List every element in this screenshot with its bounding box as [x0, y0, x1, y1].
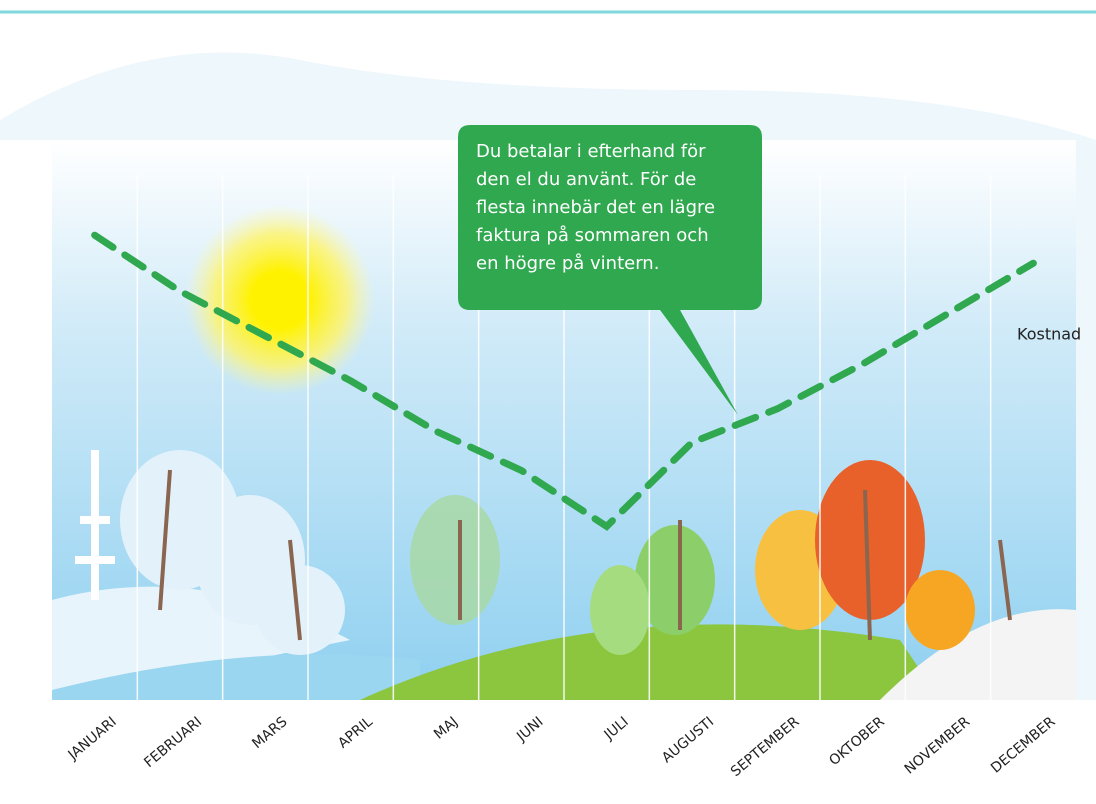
x-tick-label: OKTOBER: [826, 714, 888, 769]
callout-text: den el du använt. För de: [476, 169, 696, 190]
x-tick-label: AUGUSTI: [659, 714, 717, 766]
chart: Kostnad JANUARI FEBRUARI MARS APRIL MAJ JUNI J…: [0, 0, 1096, 804]
x-tick-label: APRIL: [335, 714, 376, 752]
sun: [185, 205, 375, 395]
x-tick-label: NOVEMBER: [902, 714, 974, 778]
x-tick-label: MARS: [249, 714, 290, 752]
x-tick-label: SEPTEMBER: [728, 714, 803, 780]
x-tick-label: DECEMBER: [988, 714, 1059, 777]
callout-text: faktura på sommaren och: [476, 225, 709, 246]
y-axis-label: Kostnad: [1017, 325, 1081, 344]
callout-text: en högre på vintern.: [476, 253, 659, 274]
callout-text: Du betalar i efterhand för: [476, 141, 706, 162]
x-tick-label: MAJ: [431, 714, 461, 743]
callout-text: flesta innebär det en lägre: [476, 197, 715, 218]
x-tick-label: JANUARI: [65, 714, 120, 764]
x-tick-label: JULI: [601, 714, 632, 744]
x-tick-label: FEBRUARI: [141, 714, 205, 771]
x-tick-label: JUNI: [513, 714, 546, 746]
